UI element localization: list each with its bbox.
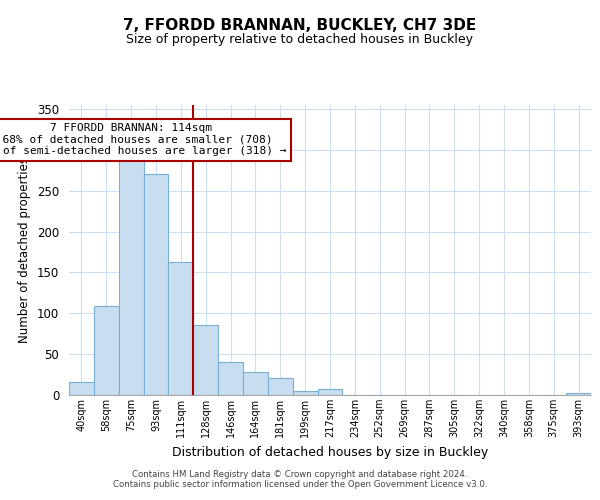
- Text: Size of property relative to detached houses in Buckley: Size of property relative to detached ho…: [127, 32, 473, 46]
- Bar: [317, 390, 343, 395]
- Bar: [193, 324, 218, 395]
- Bar: [69, 382, 94, 395]
- Bar: [293, 391, 317, 395]
- Text: Contains HM Land Registry data © Crown copyright and database right 2024.
Contai: Contains HM Land Registry data © Crown c…: [113, 470, 487, 489]
- X-axis label: Distribution of detached houses by size in Buckley: Distribution of detached houses by size …: [172, 446, 488, 458]
- Bar: [243, 372, 268, 395]
- Text: 7 FFORDD BRANNAN: 114sqm
← 68% of detached houses are smaller (708)
31% of semi-: 7 FFORDD BRANNAN: 114sqm ← 68% of detach…: [0, 123, 286, 156]
- Bar: [119, 158, 143, 395]
- Bar: [169, 262, 193, 395]
- Y-axis label: Number of detached properties: Number of detached properties: [19, 157, 31, 343]
- Bar: [566, 394, 591, 395]
- Text: 7, FFORDD BRANNAN, BUCKLEY, CH7 3DE: 7, FFORDD BRANNAN, BUCKLEY, CH7 3DE: [124, 18, 476, 32]
- Bar: [218, 362, 243, 395]
- Bar: [268, 378, 293, 395]
- Bar: [94, 306, 119, 395]
- Bar: [143, 174, 169, 395]
